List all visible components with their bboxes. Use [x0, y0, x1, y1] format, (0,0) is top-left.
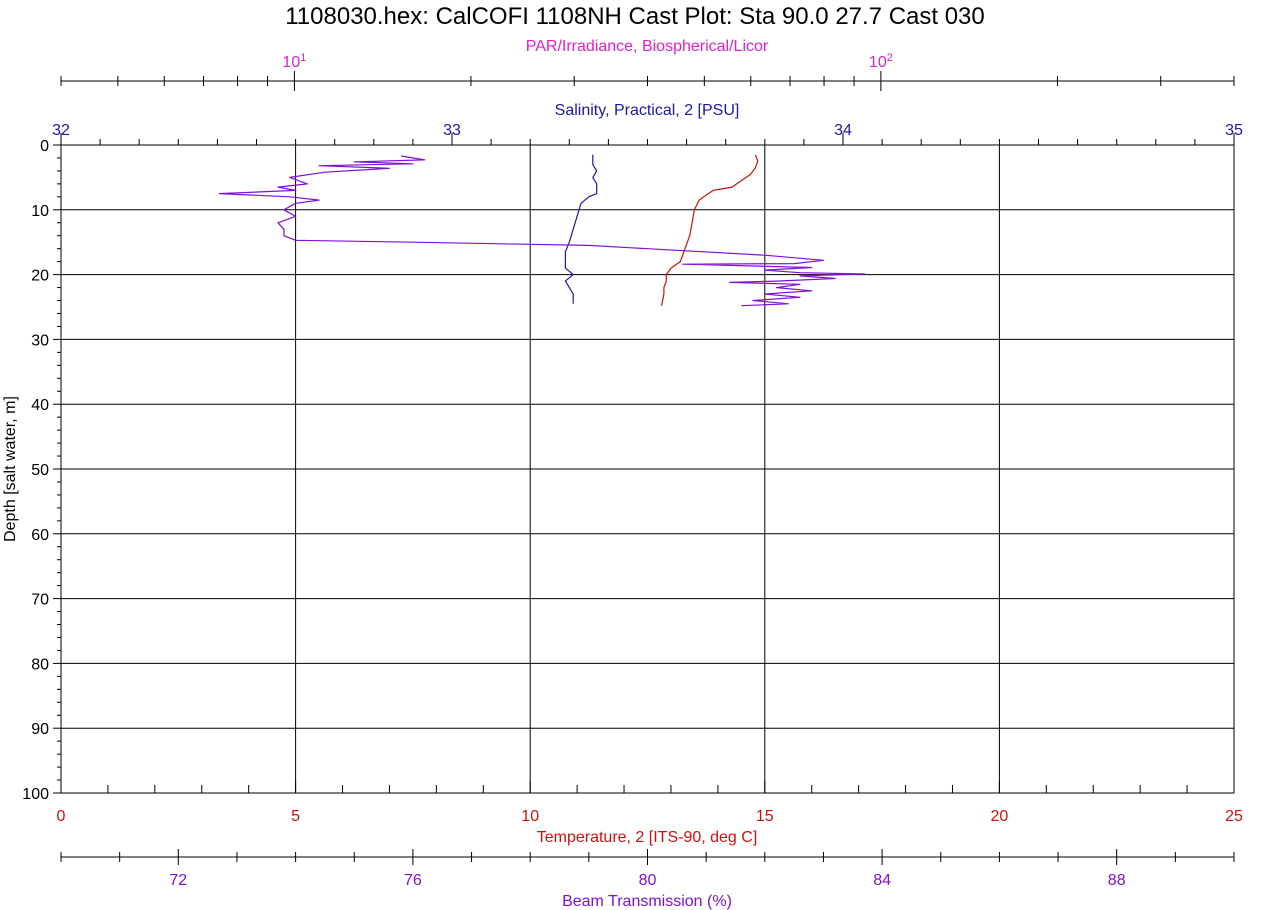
temperature-axis-label: Temperature, 2 [ITS-90, deg C]	[537, 829, 758, 846]
temperature-tick-label: 15	[756, 808, 774, 825]
par-tick-exponent: 1	[300, 52, 306, 64]
temperature-series-line	[661, 154, 759, 306]
par-tick-label: 102	[869, 52, 893, 71]
depth-tick-label: 0	[40, 138, 49, 155]
beam-axis: 72 76 80 84 88	[60, 849, 1235, 889]
par-axis: 101 102	[60, 52, 1235, 91]
depth-axis: 0 10 20 30 40 50 60 70 80 90 100	[22, 138, 61, 803]
depth-tick-label: 50	[31, 462, 49, 479]
beam-tick-label: 84	[873, 872, 891, 889]
chart-title: 1108030.hex: CalCOFI 1108NH Cast Plot: S…	[285, 3, 985, 30]
depth-axis-label: Depth [salt water, m]	[2, 396, 19, 542]
temperature-tick-label: 25	[1225, 808, 1243, 825]
beam-tick-label: 80	[639, 872, 657, 889]
beam-series-line	[218, 155, 866, 307]
temperature-axis: 0 5 10 15 20 25	[57, 781, 1243, 825]
beam-axis-label: Beam Transmission (%)	[562, 893, 732, 910]
salinity-tick-label: 34	[834, 122, 852, 139]
depth-tick-label: 20	[31, 268, 49, 285]
salinity-series-line	[564, 154, 598, 304]
par-tick-base: 10	[282, 54, 300, 71]
salinity-axis: 32 33 34 35	[52, 122, 1243, 146]
par-axis-label: PAR/Irradiance, Biospherical/Licor	[526, 38, 769, 55]
grid	[60, 144, 1235, 794]
par-tick-exponent: 2	[887, 52, 893, 64]
beam-tick-label: 88	[1108, 872, 1126, 889]
par-tick-label: 101	[282, 52, 306, 71]
salinity-tick-label: 35	[1225, 122, 1243, 139]
depth-tick-label: 100	[22, 786, 49, 803]
depth-tick-label: 60	[31, 527, 49, 544]
par-tick-base: 10	[869, 54, 887, 71]
beam-tick-label: 72	[169, 872, 187, 889]
temperature-tick-label: 10	[521, 808, 539, 825]
salinity-tick-label: 32	[52, 122, 70, 139]
temperature-tick-label: 5	[291, 808, 300, 825]
data-series	[218, 154, 866, 307]
depth-tick-label: 80	[31, 656, 49, 673]
depth-tick-label: 30	[31, 332, 49, 349]
depth-tick-label: 70	[31, 592, 49, 609]
temperature-tick-label: 0	[57, 808, 66, 825]
depth-tick-label: 90	[31, 721, 49, 738]
salinity-tick-label: 33	[443, 122, 461, 139]
temperature-tick-label: 20	[991, 808, 1009, 825]
beam-tick-label: 76	[404, 872, 422, 889]
depth-tick-label: 40	[31, 397, 49, 414]
salinity-axis-label: Salinity, Practical, 2 [PSU]	[555, 102, 740, 119]
depth-tick-label: 10	[31, 203, 49, 220]
